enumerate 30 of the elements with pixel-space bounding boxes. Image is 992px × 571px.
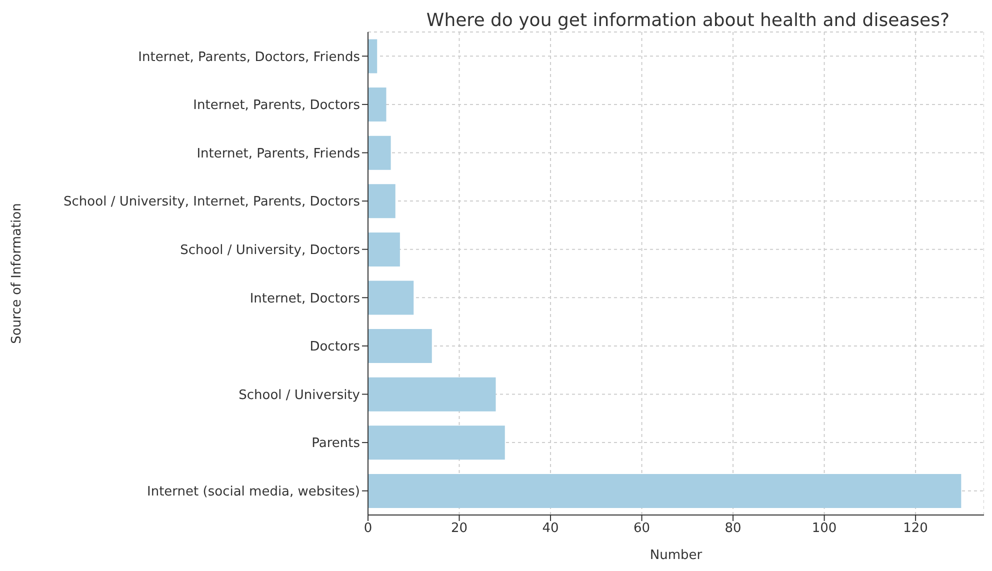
y-tick-label: School / University, Internet, Parents, Doctors: [64, 194, 360, 210]
y-tick-label: Internet, Parents, Doctors: [193, 98, 360, 114]
bar: [368, 280, 414, 315]
x-tick-label: 0: [364, 521, 372, 536]
bar: [368, 39, 378, 74]
y-tick-label: Doctors: [310, 340, 360, 355]
y-tick-label: Internet, Parents, Friends: [196, 146, 360, 162]
y-axis-title: Source of Information: [10, 203, 25, 344]
y-tick-label: Parents: [312, 436, 360, 452]
bar: [368, 329, 432, 364]
x-tick-label: 80: [724, 521, 742, 536]
y-tick-label: School / University, Doctors: [180, 242, 360, 258]
bar: [368, 136, 391, 170]
bar: [368, 184, 396, 218]
chart-title: Where do you get information about health and diseases?: [425, 10, 951, 31]
x-tick-label: 120: [903, 521, 928, 536]
y-tick-label: Internet, Parents, Doctors, Friends: [138, 50, 360, 65]
y-tick-label: Internet (social media, websites): [147, 484, 360, 500]
x-tick-label: 100: [812, 521, 837, 536]
x-tick-label: 40: [542, 521, 559, 536]
bar: [368, 377, 496, 412]
y-tick-label: Internet, Doctors: [250, 291, 360, 306]
y-tick-label: School / University: [238, 388, 360, 403]
bar: [368, 88, 386, 122]
x-tick-label: 60: [634, 521, 650, 536]
x-axis-title: Number: [650, 548, 703, 563]
bar: [368, 474, 962, 508]
bar: [368, 232, 400, 266]
bar: [368, 426, 505, 460]
x-tick-label: 20: [450, 521, 468, 536]
